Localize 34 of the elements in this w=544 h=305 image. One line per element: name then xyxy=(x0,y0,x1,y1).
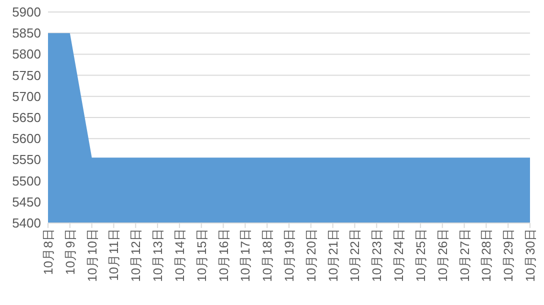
x-tick-label: 10月23日 xyxy=(370,228,384,282)
x-tick-label: 10月18日 xyxy=(260,228,275,282)
x-tick-label: 10月25日 xyxy=(414,228,428,282)
x-tick-label: 10月22日 xyxy=(348,228,362,282)
x-tick-label: 10月24日 xyxy=(392,228,406,282)
x-tick-label: 10月17日 xyxy=(238,228,253,282)
x-tick-label: 10月21日 xyxy=(326,228,340,282)
x-tick-label: 10月19日 xyxy=(282,228,296,282)
x-tick-label: 10月26日 xyxy=(436,228,450,282)
y-tick-label: 5400 xyxy=(12,216,41,230)
y-tick-label: 5600 xyxy=(12,131,41,146)
x-tick-label: 10月8日 xyxy=(42,228,56,275)
x-tick-label: 10月28日 xyxy=(480,228,494,282)
x-tick-label: 10月30日 xyxy=(524,228,538,282)
x-tick-label: 10月13日 xyxy=(151,228,166,282)
x-tick-label: 10月14日 xyxy=(172,228,187,282)
x-tick-label: 10月27日 xyxy=(458,228,472,282)
x-tick-label: 10月11日 xyxy=(107,228,122,281)
x-tick-label: 10月10日 xyxy=(85,228,100,282)
y-tick-label: 5500 xyxy=(12,173,41,188)
y-tick-label: 5800 xyxy=(12,46,41,62)
x-tick-label: 10月9日 xyxy=(63,228,78,275)
x-tick-label: 10月16日 xyxy=(216,228,231,282)
x-tick-label: 10月12日 xyxy=(129,228,144,282)
y-tick-label: 5750 xyxy=(12,68,41,83)
x-tick-label: 10月20日 xyxy=(304,228,318,282)
x-tick-label: 10月29日 xyxy=(502,228,516,282)
y-tick-label: 5550 xyxy=(12,152,41,168)
y-tick-label: 5650 xyxy=(12,110,41,125)
y-tick-label: 5850 xyxy=(12,26,41,41)
y-tick-label: 5700 xyxy=(12,88,41,104)
y-tick-label: 5450 xyxy=(12,194,41,210)
x-tick-label: 10月15日 xyxy=(194,228,209,282)
y-tick-label: 5900 xyxy=(12,4,41,20)
